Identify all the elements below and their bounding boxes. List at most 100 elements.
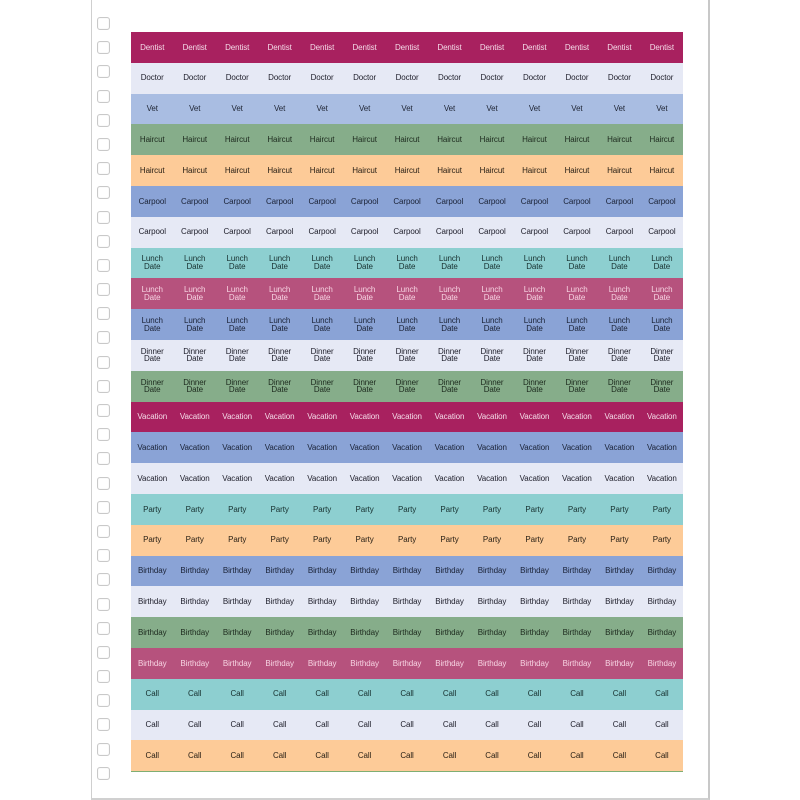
sticker-label[interactable]: Vet xyxy=(613,104,626,114)
sticker-label[interactable]: Lunch Date xyxy=(226,285,248,302)
sticker-label[interactable]: Lunch Date xyxy=(481,254,503,271)
sticker-label[interactable]: Dinner Date xyxy=(310,346,334,364)
sticker-label[interactable]: Vacation xyxy=(562,412,592,422)
sticker-label[interactable]: Carpool xyxy=(563,196,591,206)
sticker-label[interactable]: Vacation xyxy=(222,412,253,422)
sticker-label[interactable]: Vet xyxy=(401,104,413,114)
sticker-label[interactable]: Birthday xyxy=(307,658,337,668)
sticker-label[interactable]: Carpool xyxy=(181,196,209,206)
sticker-label[interactable]: Birthday xyxy=(605,627,634,637)
sticker-label[interactable]: Birthday xyxy=(477,627,507,637)
sticker-label[interactable]: Birthday xyxy=(392,566,422,576)
sticker-label[interactable]: Call xyxy=(400,750,414,760)
sticker-label[interactable]: Dentist xyxy=(522,42,547,52)
sticker-label[interactable]: Carpool xyxy=(605,196,634,206)
sticker-label[interactable]: Carpool xyxy=(308,196,336,206)
sticker-label[interactable]: Dinner Date xyxy=(438,377,461,395)
sticker-label[interactable]: Haircut xyxy=(139,165,165,175)
sticker-label[interactable]: Birthday xyxy=(265,658,294,668)
sticker-label[interactable]: Dinner Date xyxy=(607,377,631,395)
sticker-label[interactable]: Call xyxy=(570,720,584,730)
sticker-label[interactable]: Vacation xyxy=(434,412,465,422)
sticker-label[interactable]: Carpool xyxy=(648,227,676,237)
sticker-label[interactable]: Party xyxy=(652,504,671,514)
sticker-label[interactable]: Doctor xyxy=(522,73,546,83)
sticker-label[interactable]: Vacation xyxy=(604,473,635,483)
sticker-label[interactable]: Call xyxy=(655,750,669,760)
sticker-label[interactable]: Dentist xyxy=(182,42,207,52)
sticker-label[interactable]: Call xyxy=(357,750,372,760)
sticker-label[interactable]: Lunch Date xyxy=(438,285,461,302)
sticker-label[interactable]: Party xyxy=(270,504,289,514)
sticker-label[interactable]: Vacation xyxy=(307,443,337,452)
sticker-label[interactable]: Dinner Date xyxy=(395,377,419,395)
sticker-label[interactable]: Call xyxy=(570,689,584,699)
sticker-label[interactable]: Vacation xyxy=(604,443,635,452)
sticker-label[interactable]: Lunch Date xyxy=(651,254,673,271)
sticker-label[interactable]: Vacation xyxy=(179,412,210,422)
sticker-label[interactable]: Vacation xyxy=(137,443,168,452)
sticker-label[interactable]: Lunch Date xyxy=(141,285,163,302)
sticker-label[interactable]: Haircut xyxy=(479,165,505,175)
sticker-label[interactable]: Dentist xyxy=(437,42,462,52)
sticker-label[interactable]: Carpool xyxy=(605,227,634,237)
sticker-label[interactable]: Birthday xyxy=(562,566,592,576)
sticker-label[interactable]: Call xyxy=(527,689,542,699)
sticker-label[interactable]: Vacation xyxy=(137,473,168,483)
sticker-label[interactable]: Birthday xyxy=(222,627,252,637)
sticker-label[interactable]: Vacation xyxy=(519,412,550,422)
sticker-label[interactable]: Vacation xyxy=(434,443,465,452)
sticker-label[interactable]: Doctor xyxy=(310,73,334,83)
sticker-label[interactable]: Doctor xyxy=(480,73,504,83)
sticker-label[interactable]: Lunch Date xyxy=(608,316,631,333)
sticker-label[interactable]: Vacation xyxy=(222,473,253,483)
sticker-label[interactable]: Dinner Date xyxy=(225,377,249,395)
sticker-label[interactable]: Carpool xyxy=(265,196,294,206)
sticker-label[interactable]: Carpool xyxy=(223,196,251,206)
sticker-label[interactable]: Vacation xyxy=(264,412,295,422)
sticker-label[interactable]: Call xyxy=(230,750,244,760)
sticker-label[interactable]: Haircut xyxy=(182,135,208,145)
sticker-label[interactable]: Haircut xyxy=(394,135,420,145)
sticker-label[interactable]: Party xyxy=(143,504,162,514)
sticker-label[interactable]: Lunch Date xyxy=(651,316,673,333)
sticker-label[interactable]: Party xyxy=(482,504,502,514)
sticker-label[interactable]: Dinner Date xyxy=(225,346,249,364)
sticker-label[interactable]: Dinner Date xyxy=(353,346,377,364)
sticker-label[interactable]: Dinner Date xyxy=(480,377,504,395)
sticker-label[interactable]: Dinner Date xyxy=(565,377,589,395)
sticker-label[interactable]: Doctor xyxy=(140,73,164,83)
sticker-label[interactable]: Party xyxy=(185,535,204,545)
sticker-label[interactable]: Call xyxy=(357,689,372,699)
sticker-label[interactable]: Dinner Date xyxy=(268,377,292,395)
sticker-label[interactable]: Birthday xyxy=(180,596,209,606)
sticker-label[interactable]: Call xyxy=(272,720,287,730)
sticker-label[interactable]: Birthday xyxy=(435,566,464,576)
sticker-label[interactable]: Lunch Date xyxy=(481,316,503,333)
sticker-label[interactable]: Dinner Date xyxy=(353,377,377,395)
sticker-label[interactable]: Party xyxy=(270,535,289,545)
sticker-label[interactable]: Haircut xyxy=(309,165,335,175)
sticker-label[interactable]: Lunch Date xyxy=(184,254,206,271)
sticker-label[interactable]: Party xyxy=(652,535,671,545)
sticker-label[interactable]: Dentist xyxy=(225,42,250,52)
sticker-label[interactable]: Birthday xyxy=(647,566,677,576)
sticker-label[interactable]: Birthday xyxy=(265,596,294,606)
sticker-label[interactable]: Lunch Date xyxy=(311,316,333,333)
sticker-label[interactable]: Birthday xyxy=(435,627,464,637)
sticker-label[interactable]: Birthday xyxy=(477,596,507,606)
sticker-label[interactable]: Birthday xyxy=(137,596,167,606)
sticker-label[interactable]: Dinner Date xyxy=(268,346,292,364)
sticker-label[interactable]: Lunch Date xyxy=(438,254,461,271)
sticker-label[interactable]: Vacation xyxy=(646,473,677,483)
sticker-label[interactable]: Dinner Date xyxy=(183,377,207,395)
sticker-label[interactable]: Dentist xyxy=(649,42,674,52)
sticker-label[interactable]: Vacation xyxy=(477,443,507,452)
sticker-label[interactable]: Birthday xyxy=(180,658,209,668)
sticker-label[interactable]: Lunch Date xyxy=(608,285,631,302)
sticker-label[interactable]: Birthday xyxy=(222,596,252,606)
sticker-label[interactable]: Dinner Date xyxy=(522,377,546,395)
sticker-label[interactable]: Lunch Date xyxy=(353,316,376,333)
sticker-label[interactable]: Carpool xyxy=(308,227,336,237)
sticker-label[interactable]: Lunch Date xyxy=(438,316,461,333)
